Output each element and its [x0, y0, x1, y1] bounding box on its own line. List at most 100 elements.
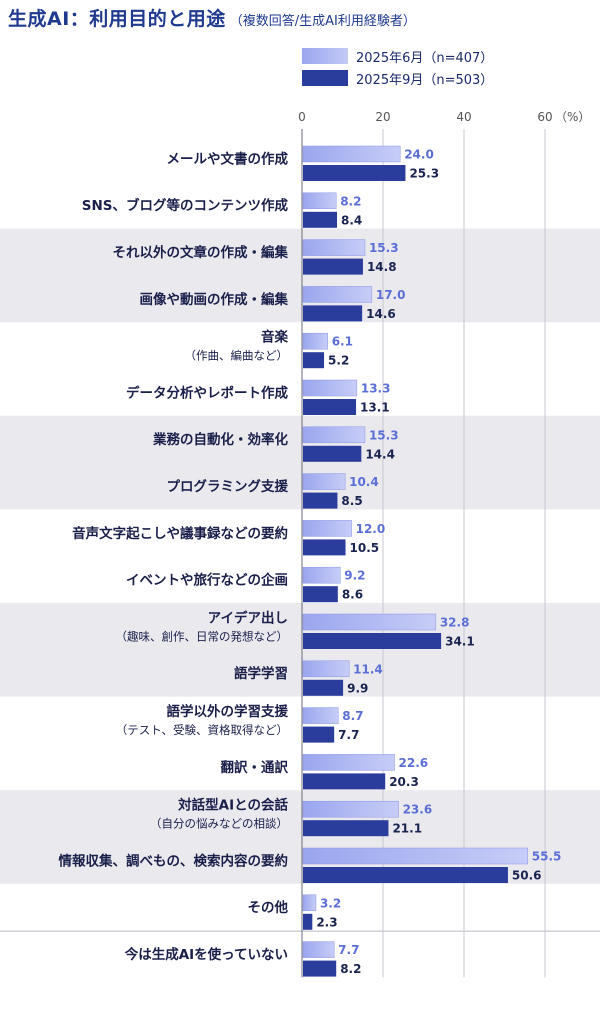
bar-series-2-11: [303, 633, 442, 649]
data-label-series-1-1: 24.0: [404, 148, 434, 162]
data-label-series-2-14: 20.3: [389, 775, 419, 789]
data-label-series-2-11: 34.1: [445, 635, 475, 649]
data-label-series-2-15: 21.1: [392, 822, 422, 836]
category-label-8: プログラミング支援: [167, 478, 289, 495]
bar-series-1-11: [302, 613, 437, 631]
data-label-series-1-14: 22.6: [399, 756, 429, 770]
data-label-series-1-6: 13.3: [361, 382, 391, 396]
category-label-5: 音楽: [261, 329, 288, 346]
category-label-4: 画像や動画の作成・編集: [140, 291, 289, 308]
category-sublabel-15: （自分の悩みなどの相談）: [150, 817, 288, 831]
title-block: 生成AI：利用目的と用途 （複数回答/生成AI利用経験者）: [8, 4, 416, 30]
category-label-10: イベントや旅行などの企画: [126, 572, 288, 589]
bar-series-2-5: [303, 352, 325, 369]
bar-series-1-13: [302, 707, 339, 724]
data-label-series-2-4: 14.6: [366, 307, 396, 321]
background-band-1: [0, 228, 600, 323]
bar-series-2-1: [303, 165, 406, 181]
x-tick-label-40: 40: [456, 110, 471, 124]
data-label-series-1-10: 9.2: [344, 569, 365, 583]
legend-label-series-2: 2025年9月（n=503）: [356, 72, 494, 88]
data-label-series-2-3: 14.8: [367, 260, 397, 274]
bar-series-2-7: [303, 445, 362, 462]
bar-series-2-3: [303, 258, 363, 275]
category-label-17: その他: [248, 899, 289, 916]
category-label-9: 音声文字起こしや議事録などの要約: [72, 525, 288, 542]
chart-title: 生成AI：利用目的と用途: [8, 8, 226, 30]
legend-item-series-2: 2025年9月（n=503）: [302, 68, 493, 88]
bar-series-1-6: [302, 379, 358, 397]
bar-series-2-10: [303, 586, 338, 603]
category-label-7: 業務の自動化・効率化: [152, 431, 288, 448]
data-label-series-1-16: 55.5: [532, 850, 562, 864]
x-tick-label-60: 60: [537, 110, 552, 124]
data-label-series-2-10: 8.6: [342, 588, 363, 602]
data-label-series-2-5: 5.2: [328, 354, 349, 368]
bar-series-2-16: [303, 867, 508, 883]
data-label-series-1-12: 11.4: [353, 662, 383, 676]
bar-series-1-15: [302, 800, 399, 818]
category-label-11: アイデア出し: [208, 609, 288, 626]
background-band-3: [0, 603, 600, 697]
bar-series-1-2: [302, 192, 337, 210]
bar-series-2-12: [303, 679, 344, 696]
category-label-13: 語学以外の学習支援: [167, 703, 289, 720]
background-band-2: [0, 415, 600, 510]
x-unit-label: （%）: [555, 110, 590, 124]
data-label-series-1-15: 23.6: [403, 803, 433, 817]
data-label-series-2-18: 8.2: [340, 962, 361, 976]
bar-series-2-13: [303, 726, 335, 743]
data-label-series-1-8: 10.4: [349, 475, 379, 489]
category-label-14: 翻訳・通訳: [221, 759, 289, 776]
data-label-series-1-5: 6.1: [332, 335, 353, 349]
bar-series-2-17: [303, 913, 313, 930]
data-label-series-1-17: 3.2: [320, 896, 341, 910]
data-label-series-2-1: 25.3: [409, 167, 439, 181]
bar-series-2-4: [303, 305, 363, 322]
category-label-18: 今は生成AIを使っていない: [125, 946, 288, 963]
bar-series-2-18: [303, 960, 337, 977]
bar-series-2-2: [303, 211, 338, 228]
data-label-series-2-8: 8.5: [341, 494, 362, 508]
bar-series-1-3: [302, 239, 366, 256]
bar-series-1-16: [302, 847, 529, 865]
bar-series-1-8: [302, 473, 346, 490]
legend-item-series-1: 2025年6月（n=407）: [302, 46, 493, 66]
data-label-series-1-11: 32.8: [440, 616, 470, 630]
category-label-3: それ以外の文章の作成・編集: [113, 244, 289, 261]
data-label-series-1-7: 15.3: [369, 428, 399, 442]
bar-series-1-14: [302, 754, 395, 771]
legend-swatch-series-2: [302, 70, 348, 86]
data-label-series-2-16: 50.6: [512, 869, 542, 883]
data-label-series-2-7: 14.4: [365, 447, 395, 461]
category-label-6: データ分析やレポート作成: [126, 384, 288, 401]
x-tick-label-20: 20: [375, 110, 390, 124]
bar-series-2-6: [303, 399, 357, 415]
bar-series-1-9: [302, 520, 352, 537]
data-label-series-1-9: 12.0: [356, 522, 386, 536]
data-label-series-2-6: 13.1: [360, 401, 390, 415]
legend-label-series-1: 2025年6月（n=407）: [356, 50, 494, 66]
category-label-16: 情報収集、調べもの、検索内容の要約: [59, 852, 289, 869]
data-label-series-2-9: 10.5: [350, 541, 380, 555]
category-label-15: 対話型AIとの会話: [177, 797, 288, 814]
data-label-series-1-13: 8.7: [342, 709, 363, 723]
data-label-series-1-18: 7.7: [338, 943, 359, 957]
category-label-2: SNS、ブログ等のコンテンツ作成: [82, 197, 289, 214]
bar-series-1-12: [302, 660, 350, 678]
category-label-1: メールや文書の作成: [167, 150, 289, 167]
bar-series-1-7: [302, 426, 366, 444]
category-label-12: 語学学習: [234, 665, 288, 682]
data-label-series-2-12: 9.9: [347, 681, 368, 695]
x-tick-label-0: 0: [298, 110, 306, 124]
data-label-series-1-2: 8.2: [340, 194, 361, 208]
data-label-series-1-3: 15.3: [369, 241, 399, 255]
category-sublabel-11: （趣味、創作、日常の発想など）: [116, 629, 289, 643]
category-sublabel-13: （テスト、受験、資格取得など）: [116, 723, 288, 737]
bar-series-1-17: [302, 894, 317, 912]
category-sublabel-5: （作曲、編曲など）: [185, 349, 289, 363]
bar-series-1-4: [302, 286, 373, 303]
chart-subtitle: （複数回答/生成AI利用経験者）: [229, 14, 416, 29]
data-label-series-2-2: 8.4: [341, 213, 362, 227]
